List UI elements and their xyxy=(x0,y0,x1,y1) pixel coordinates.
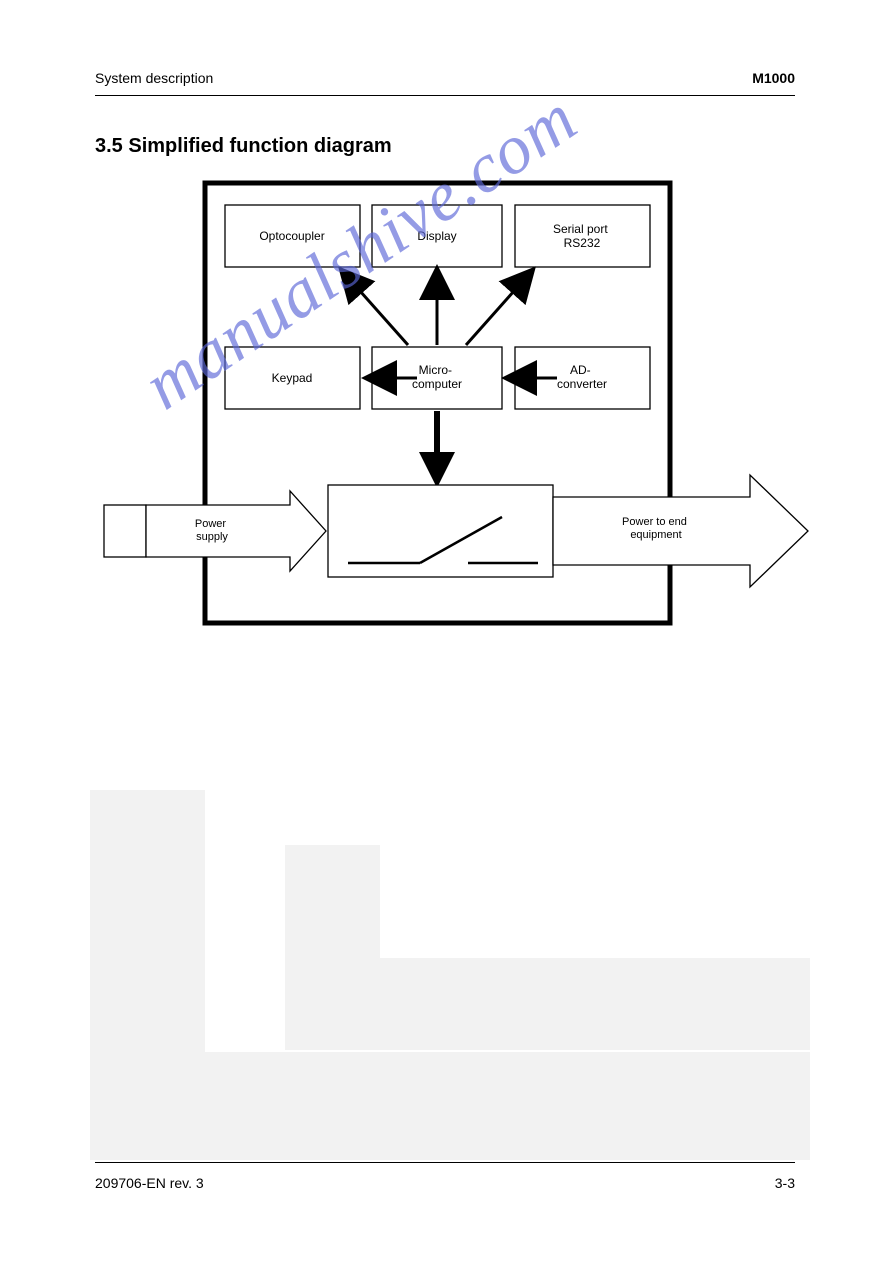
svg-text:Power supply: Power supply xyxy=(195,518,229,543)
svg-text:Power to end equipment: Power to end equipment xyxy=(622,516,690,541)
svg-text:Display: Display xyxy=(417,229,456,243)
node-keypad: Keypad xyxy=(225,347,360,409)
header-right: M1000 xyxy=(752,70,795,86)
svg-text:Keypad: Keypad xyxy=(272,371,313,385)
footer-left: 209706-EN rev. 3 xyxy=(95,1175,204,1191)
node-rs232: Serial port RS232 xyxy=(515,205,650,267)
svg-text:Optocoupler: Optocoupler xyxy=(259,229,324,243)
footer-rule xyxy=(95,1162,795,1163)
node-optocoupler: Optocoupler xyxy=(225,205,360,267)
decorative-chevrons xyxy=(90,790,810,1160)
node-display: Display xyxy=(372,205,502,267)
function-diagram: Optocoupler Display Serial port RS232 Ke… xyxy=(90,175,810,645)
header-left: System description xyxy=(95,70,213,86)
footer-right: 3-3 xyxy=(775,1175,795,1191)
header-rule xyxy=(95,95,795,96)
section-title: 3.5 Simplified function diagram xyxy=(95,135,392,158)
node-switch xyxy=(328,485,553,577)
svg-text:Micro- computer: Micro- computer xyxy=(412,363,462,391)
